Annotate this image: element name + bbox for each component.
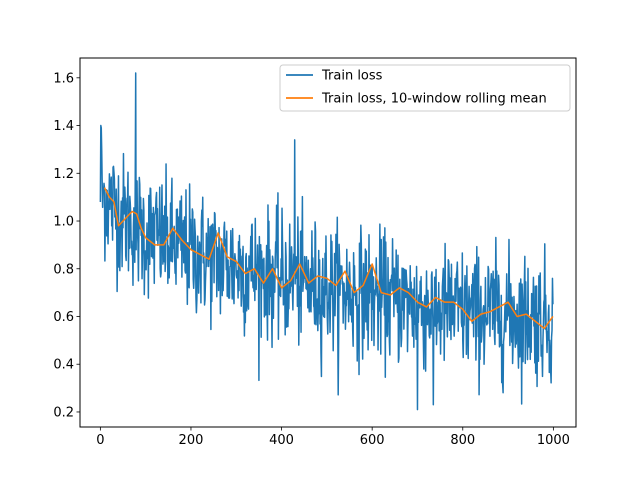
axes-frame: [79, 57, 577, 428]
legend: Train loss Train loss, 10-window rolling …: [279, 64, 571, 112]
y-tick-label: 1.2: [53, 167, 74, 182]
legend-box: [279, 64, 571, 112]
y-tick-label: 0.2: [53, 405, 74, 420]
x-tick-label: 600: [360, 433, 385, 448]
y-tick-label: 1.4: [53, 119, 74, 134]
legend-label: Train loss: [321, 69, 383, 84]
x-axis: 0 200 400 600 800 1000: [96, 427, 570, 448]
x-tick-label: 0: [96, 433, 104, 448]
y-tick-label: 1.6: [53, 71, 74, 86]
y-tick-label: 0.6: [53, 310, 74, 325]
legend-label: Train loss, 10-window rolling mean: [321, 92, 547, 107]
y-tick-label: 1.0: [53, 215, 74, 230]
y-tick-label: 0.8: [53, 262, 74, 277]
y-tick-label: 0.4: [53, 358, 74, 373]
series-layer: [99, 72, 554, 411]
x-tick-label: 200: [179, 433, 204, 448]
series-line-1: [103, 187, 554, 330]
y-axis: 0.2 0.4 0.6 0.8 1.0 1.2 1.4 1.6: [53, 71, 80, 420]
x-tick-label: 800: [450, 433, 475, 448]
x-tick-label: 400: [269, 433, 294, 448]
x-tick-label: 1000: [537, 433, 570, 448]
